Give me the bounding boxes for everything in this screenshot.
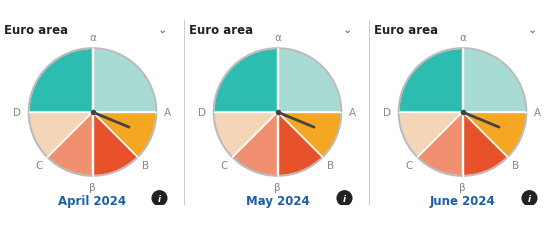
Text: ⌄: ⌄ [343, 25, 352, 35]
Text: ⌄: ⌄ [158, 25, 168, 35]
Text: α: α [274, 33, 281, 43]
Wedge shape [214, 49, 278, 112]
Wedge shape [398, 112, 462, 158]
Circle shape [522, 191, 537, 206]
Wedge shape [214, 112, 278, 158]
Text: ⌄: ⌄ [528, 25, 537, 35]
Text: Euro area: Euro area [375, 24, 438, 37]
Wedge shape [398, 49, 462, 112]
Text: June 2024: June 2024 [430, 194, 496, 207]
Text: β: β [459, 182, 466, 192]
Text: A: A [164, 108, 171, 117]
Wedge shape [278, 112, 322, 176]
Text: B: B [142, 160, 149, 171]
Text: i: i [528, 194, 531, 203]
Text: D: D [383, 108, 391, 117]
Wedge shape [29, 112, 93, 158]
Text: Euro area: Euro area [189, 24, 254, 37]
Text: i: i [343, 194, 346, 203]
Wedge shape [29, 49, 93, 112]
Text: May 2024: May 2024 [246, 194, 309, 207]
Text: α: α [89, 33, 96, 43]
Wedge shape [47, 112, 93, 176]
Wedge shape [93, 112, 138, 176]
Wedge shape [278, 112, 341, 158]
Wedge shape [462, 112, 526, 158]
Circle shape [337, 191, 352, 206]
Wedge shape [93, 49, 157, 112]
Text: D: D [198, 108, 206, 117]
Text: D: D [13, 108, 21, 117]
Text: A: A [534, 108, 541, 117]
Wedge shape [462, 49, 526, 112]
Text: β: β [274, 182, 281, 192]
Wedge shape [233, 112, 278, 176]
Wedge shape [278, 49, 341, 112]
Wedge shape [462, 112, 508, 176]
Text: A: A [349, 108, 356, 117]
Text: β: β [89, 182, 96, 192]
Text: April 2024: April 2024 [58, 194, 127, 207]
Text: i: i [158, 194, 161, 203]
Text: C: C [36, 160, 43, 171]
Text: α: α [459, 33, 466, 43]
Wedge shape [417, 112, 462, 176]
Text: Euro area: Euro area [4, 24, 69, 37]
Circle shape [152, 191, 167, 206]
Text: C: C [220, 160, 228, 171]
Wedge shape [93, 112, 157, 158]
Text: C: C [406, 160, 413, 171]
Text: B: B [512, 160, 519, 171]
Text: B: B [327, 160, 334, 171]
